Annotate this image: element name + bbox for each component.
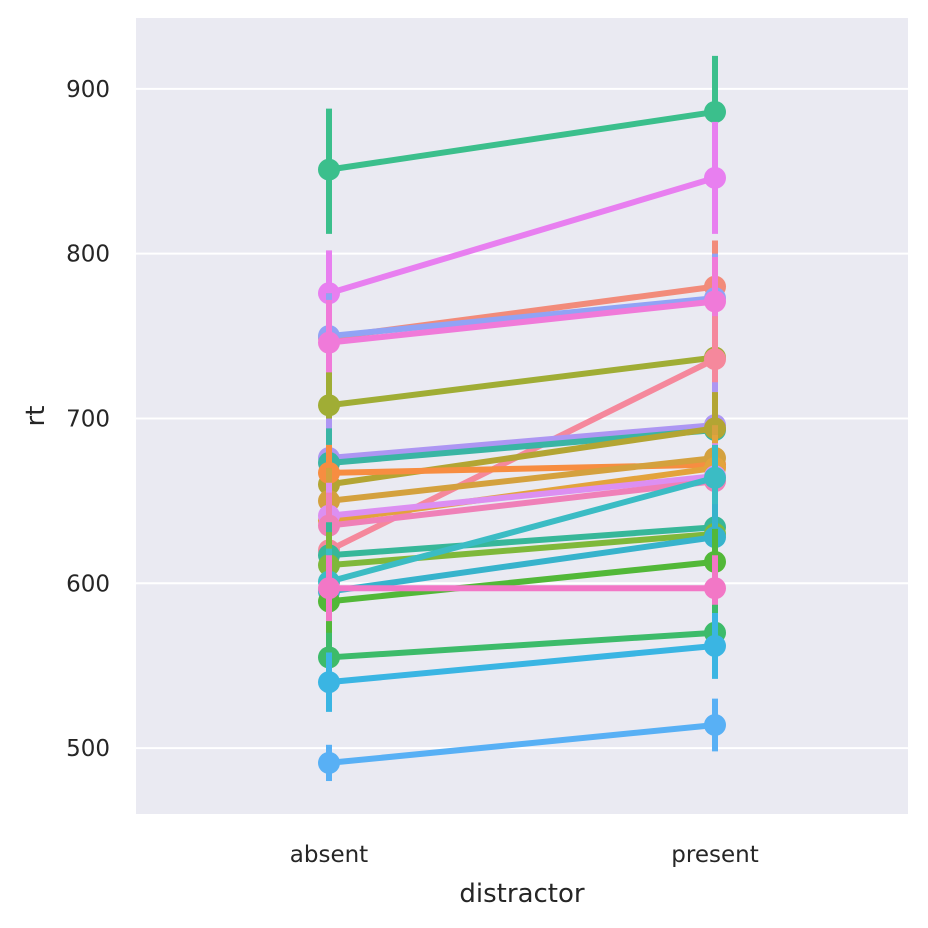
data-point [318,752,340,774]
data-point [704,635,726,657]
y-tick-label-900: 900 [66,77,110,103]
data-point [704,348,726,370]
x-tick-label-absent: absent [290,842,368,868]
y-tick-label-600: 600 [66,571,110,597]
data-point [318,577,340,599]
data-point [704,714,726,736]
y-tick-label-500: 500 [66,736,110,762]
data-point [704,290,726,312]
x-tick-label-present: present [671,842,758,868]
data-point [318,159,340,181]
y-tick-labels: 500 600 700 800 900 [66,77,110,762]
data-point [704,167,726,189]
y-axis-label: rt [21,406,51,427]
y-tick-label-700: 700 [66,406,110,432]
plot-background [136,18,908,814]
y-tick-label-800: 800 [66,242,110,268]
data-point [704,101,726,123]
x-axis-label: distractor [459,879,584,909]
x-tick-labels: absent present [290,842,759,868]
data-point [318,671,340,693]
data-point [318,394,340,416]
data-point [318,332,340,354]
data-point [704,467,726,489]
data-point [704,577,726,599]
